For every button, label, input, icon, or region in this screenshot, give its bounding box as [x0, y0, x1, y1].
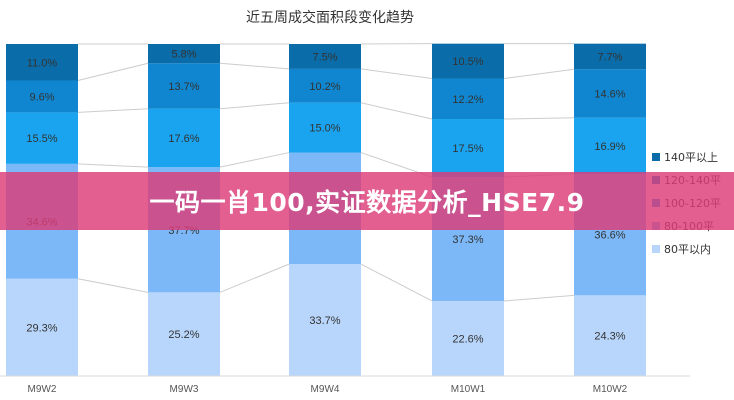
bar-segment: [148, 44, 220, 64]
connector-line: [77, 163, 149, 168]
bar-segment: [289, 102, 361, 153]
data-label: 14.6%: [594, 88, 625, 100]
data-label: 16.9%: [594, 141, 625, 153]
legend-label: 80平以内: [664, 242, 711, 256]
data-label: 15.5%: [26, 133, 57, 145]
connector-line: [360, 68, 433, 80]
connector-line: [503, 294, 575, 302]
connector-line: [219, 102, 290, 110]
data-label: 15.0%: [309, 123, 340, 135]
segment-labels: 29.3%34.6%15.5%9.6%11.0%25.2%37.7%17.6%1…: [26, 49, 625, 346]
chart-title: 近五周成交面积段变化趋势: [246, 9, 414, 26]
data-label: 17.6%: [168, 133, 199, 145]
x-tick-label: M9W4: [311, 384, 340, 395]
overlay-text: 一码一肖100,实证数据分析_HSE7.9: [149, 188, 585, 217]
connector-line: [77, 108, 149, 113]
connector-line: [360, 263, 433, 302]
bar-segment: [289, 264, 361, 376]
bar-segment: [432, 119, 504, 178]
x-tick-label: M10W2: [593, 384, 628, 395]
bar-segment: [148, 63, 220, 109]
data-label: 17.5%: [452, 143, 483, 155]
legend-label: 140平以上: [664, 151, 718, 164]
data-label: 22.6%: [452, 333, 483, 345]
legend-swatch: [652, 153, 660, 161]
bar-segment: [432, 78, 504, 120]
connector-line: [219, 152, 290, 168]
data-label: 10.5%: [452, 56, 483, 68]
data-label: 5.8%: [171, 49, 196, 61]
data-label: 7.5%: [312, 51, 337, 63]
connector-line: [219, 263, 290, 293]
connector-line: [503, 117, 575, 120]
bar-segment: [574, 295, 646, 376]
x-tick-label: M9W3: [170, 384, 199, 395]
bar-segment: [574, 69, 646, 118]
connector-line: [503, 68, 575, 80]
bar-segment: [6, 80, 78, 113]
data-label: 24.3%: [594, 331, 625, 343]
x-axis-ticks: M9W2 M9W3 M9W4 M10W1 M10W2: [28, 384, 628, 395]
bar-segment: [289, 68, 361, 103]
data-label: 10.2%: [309, 81, 340, 93]
bar-segment: [432, 43, 504, 79]
data-label: 12.2%: [452, 94, 483, 106]
bar-segment: [148, 292, 220, 376]
connector-line: [360, 102, 433, 120]
data-label: 9.6%: [29, 91, 54, 103]
bar-segment: [6, 44, 78, 81]
legend-swatch: [652, 245, 660, 253]
bar-segment: [574, 43, 646, 70]
connector-line: [77, 278, 149, 293]
connector-line: [77, 62, 149, 82]
bar-segment: [432, 300, 504, 376]
data-label: 13.7%: [168, 81, 199, 93]
x-tick-label: M10W1: [451, 384, 486, 395]
data-label: 11.0%: [27, 57, 58, 69]
data-label: 37.3%: [452, 234, 483, 246]
bar-segment: [6, 278, 78, 376]
overlay-banner: 一码一肖100,实证数据分析_HSE7.9: [0, 172, 734, 230]
bar-segment: [289, 44, 361, 69]
data-label: 29.3%: [26, 322, 57, 334]
data-label: 33.7%: [309, 315, 340, 327]
data-label: 36.6%: [594, 230, 625, 242]
x-tick-label: M9W2: [28, 384, 57, 395]
bar-segment: [574, 117, 646, 174]
connector-line: [219, 62, 290, 70]
data-label: 7.7%: [597, 51, 622, 63]
bar-segment: [6, 112, 78, 164]
data-label: 25.2%: [168, 329, 199, 341]
bar-segment: [148, 108, 220, 168]
